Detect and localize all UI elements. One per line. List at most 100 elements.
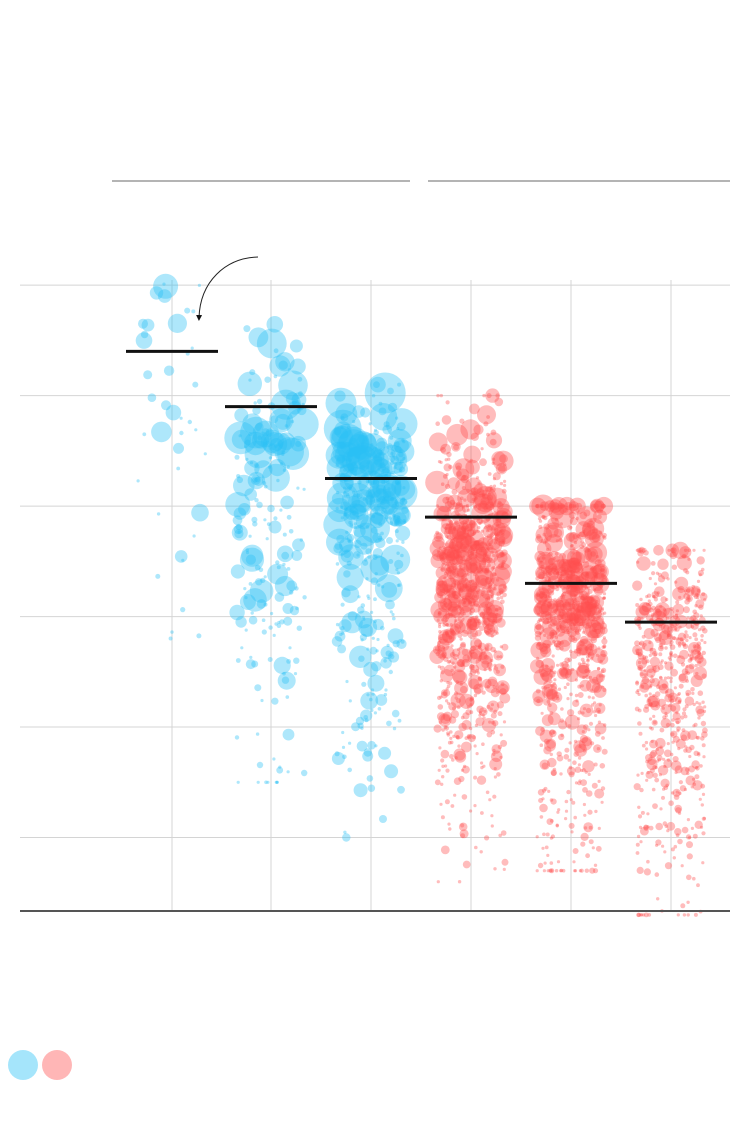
data-point xyxy=(665,722,671,728)
data-point xyxy=(473,804,477,808)
data-point xyxy=(441,618,445,622)
data-point xyxy=(385,650,392,657)
data-point xyxy=(393,462,398,466)
data-point xyxy=(584,573,588,577)
data-point xyxy=(345,507,349,511)
data-point xyxy=(236,476,243,484)
data-point xyxy=(587,772,591,777)
data-point xyxy=(483,606,493,616)
data-point xyxy=(655,747,660,752)
data-point xyxy=(565,569,569,573)
data-point xyxy=(445,699,449,703)
data-point xyxy=(701,673,707,679)
data-point xyxy=(669,643,673,647)
data-point xyxy=(448,660,452,664)
data-point xyxy=(537,566,541,570)
data-point xyxy=(669,654,674,658)
data-point xyxy=(555,643,560,648)
data-point xyxy=(475,615,479,619)
data-point xyxy=(360,709,373,722)
data-point xyxy=(566,618,574,625)
data-point xyxy=(394,529,399,534)
data-point xyxy=(485,604,504,623)
data-point xyxy=(392,726,397,731)
data-point xyxy=(565,668,579,682)
data-point xyxy=(492,618,496,623)
data-point xyxy=(444,619,448,623)
data-point xyxy=(469,610,474,615)
data-point xyxy=(194,428,198,432)
data-point xyxy=(651,605,656,611)
data-point xyxy=(559,646,564,651)
data-point xyxy=(597,826,601,831)
data-point xyxy=(335,463,339,467)
data-point xyxy=(281,551,290,560)
data-point xyxy=(447,740,452,745)
data-point xyxy=(153,273,179,299)
data-point xyxy=(438,713,452,727)
data-point xyxy=(492,587,496,591)
data-point xyxy=(469,619,473,623)
data-point xyxy=(244,439,251,446)
data-point xyxy=(347,539,351,543)
data-point xyxy=(556,631,573,647)
data-point xyxy=(482,616,486,621)
data-point xyxy=(538,631,542,636)
data-point xyxy=(494,537,499,542)
data-point xyxy=(248,327,269,348)
data-point xyxy=(371,511,383,524)
data-point xyxy=(539,803,548,813)
data-point xyxy=(155,573,161,579)
data-point xyxy=(486,557,490,561)
data-point xyxy=(447,477,460,490)
data-point xyxy=(659,727,665,733)
data-point xyxy=(539,743,544,747)
data-point xyxy=(452,669,466,683)
series-column-6 xyxy=(632,541,708,918)
data-point xyxy=(484,554,489,558)
data-point xyxy=(233,474,255,497)
data-point xyxy=(475,542,490,556)
data-point xyxy=(463,535,473,545)
data-point xyxy=(531,494,555,518)
data-point xyxy=(599,565,605,572)
data-point xyxy=(636,834,641,839)
data-point xyxy=(478,711,483,715)
data-point xyxy=(595,604,599,609)
data-point xyxy=(580,596,585,601)
data-point xyxy=(474,569,495,590)
data-point xyxy=(388,559,394,564)
data-point xyxy=(447,563,453,569)
data-point xyxy=(386,443,394,450)
data-point xyxy=(366,461,371,465)
data-point xyxy=(343,550,352,558)
data-point xyxy=(488,582,492,587)
data-point xyxy=(652,651,658,657)
data-point xyxy=(670,847,675,852)
data-point xyxy=(445,633,449,637)
data-point xyxy=(661,795,665,800)
data-point xyxy=(465,552,487,574)
data-point xyxy=(559,772,563,776)
data-point xyxy=(443,725,448,730)
data-point xyxy=(594,702,606,714)
data-point xyxy=(582,660,586,665)
data-point xyxy=(488,557,493,562)
data-point xyxy=(468,600,472,605)
data-point xyxy=(487,492,491,496)
data-point xyxy=(440,670,445,675)
data-point xyxy=(441,605,445,609)
data-point xyxy=(466,616,481,631)
data-point xyxy=(399,449,403,453)
data-point xyxy=(542,532,547,537)
data-point xyxy=(261,428,270,437)
data-point xyxy=(449,555,453,559)
data-point xyxy=(582,619,602,638)
data-point xyxy=(393,437,409,454)
data-point xyxy=(574,693,579,698)
data-point xyxy=(233,524,244,535)
data-point xyxy=(253,476,264,486)
data-point xyxy=(349,645,372,668)
data-point xyxy=(559,599,563,604)
data-point xyxy=(335,562,340,566)
